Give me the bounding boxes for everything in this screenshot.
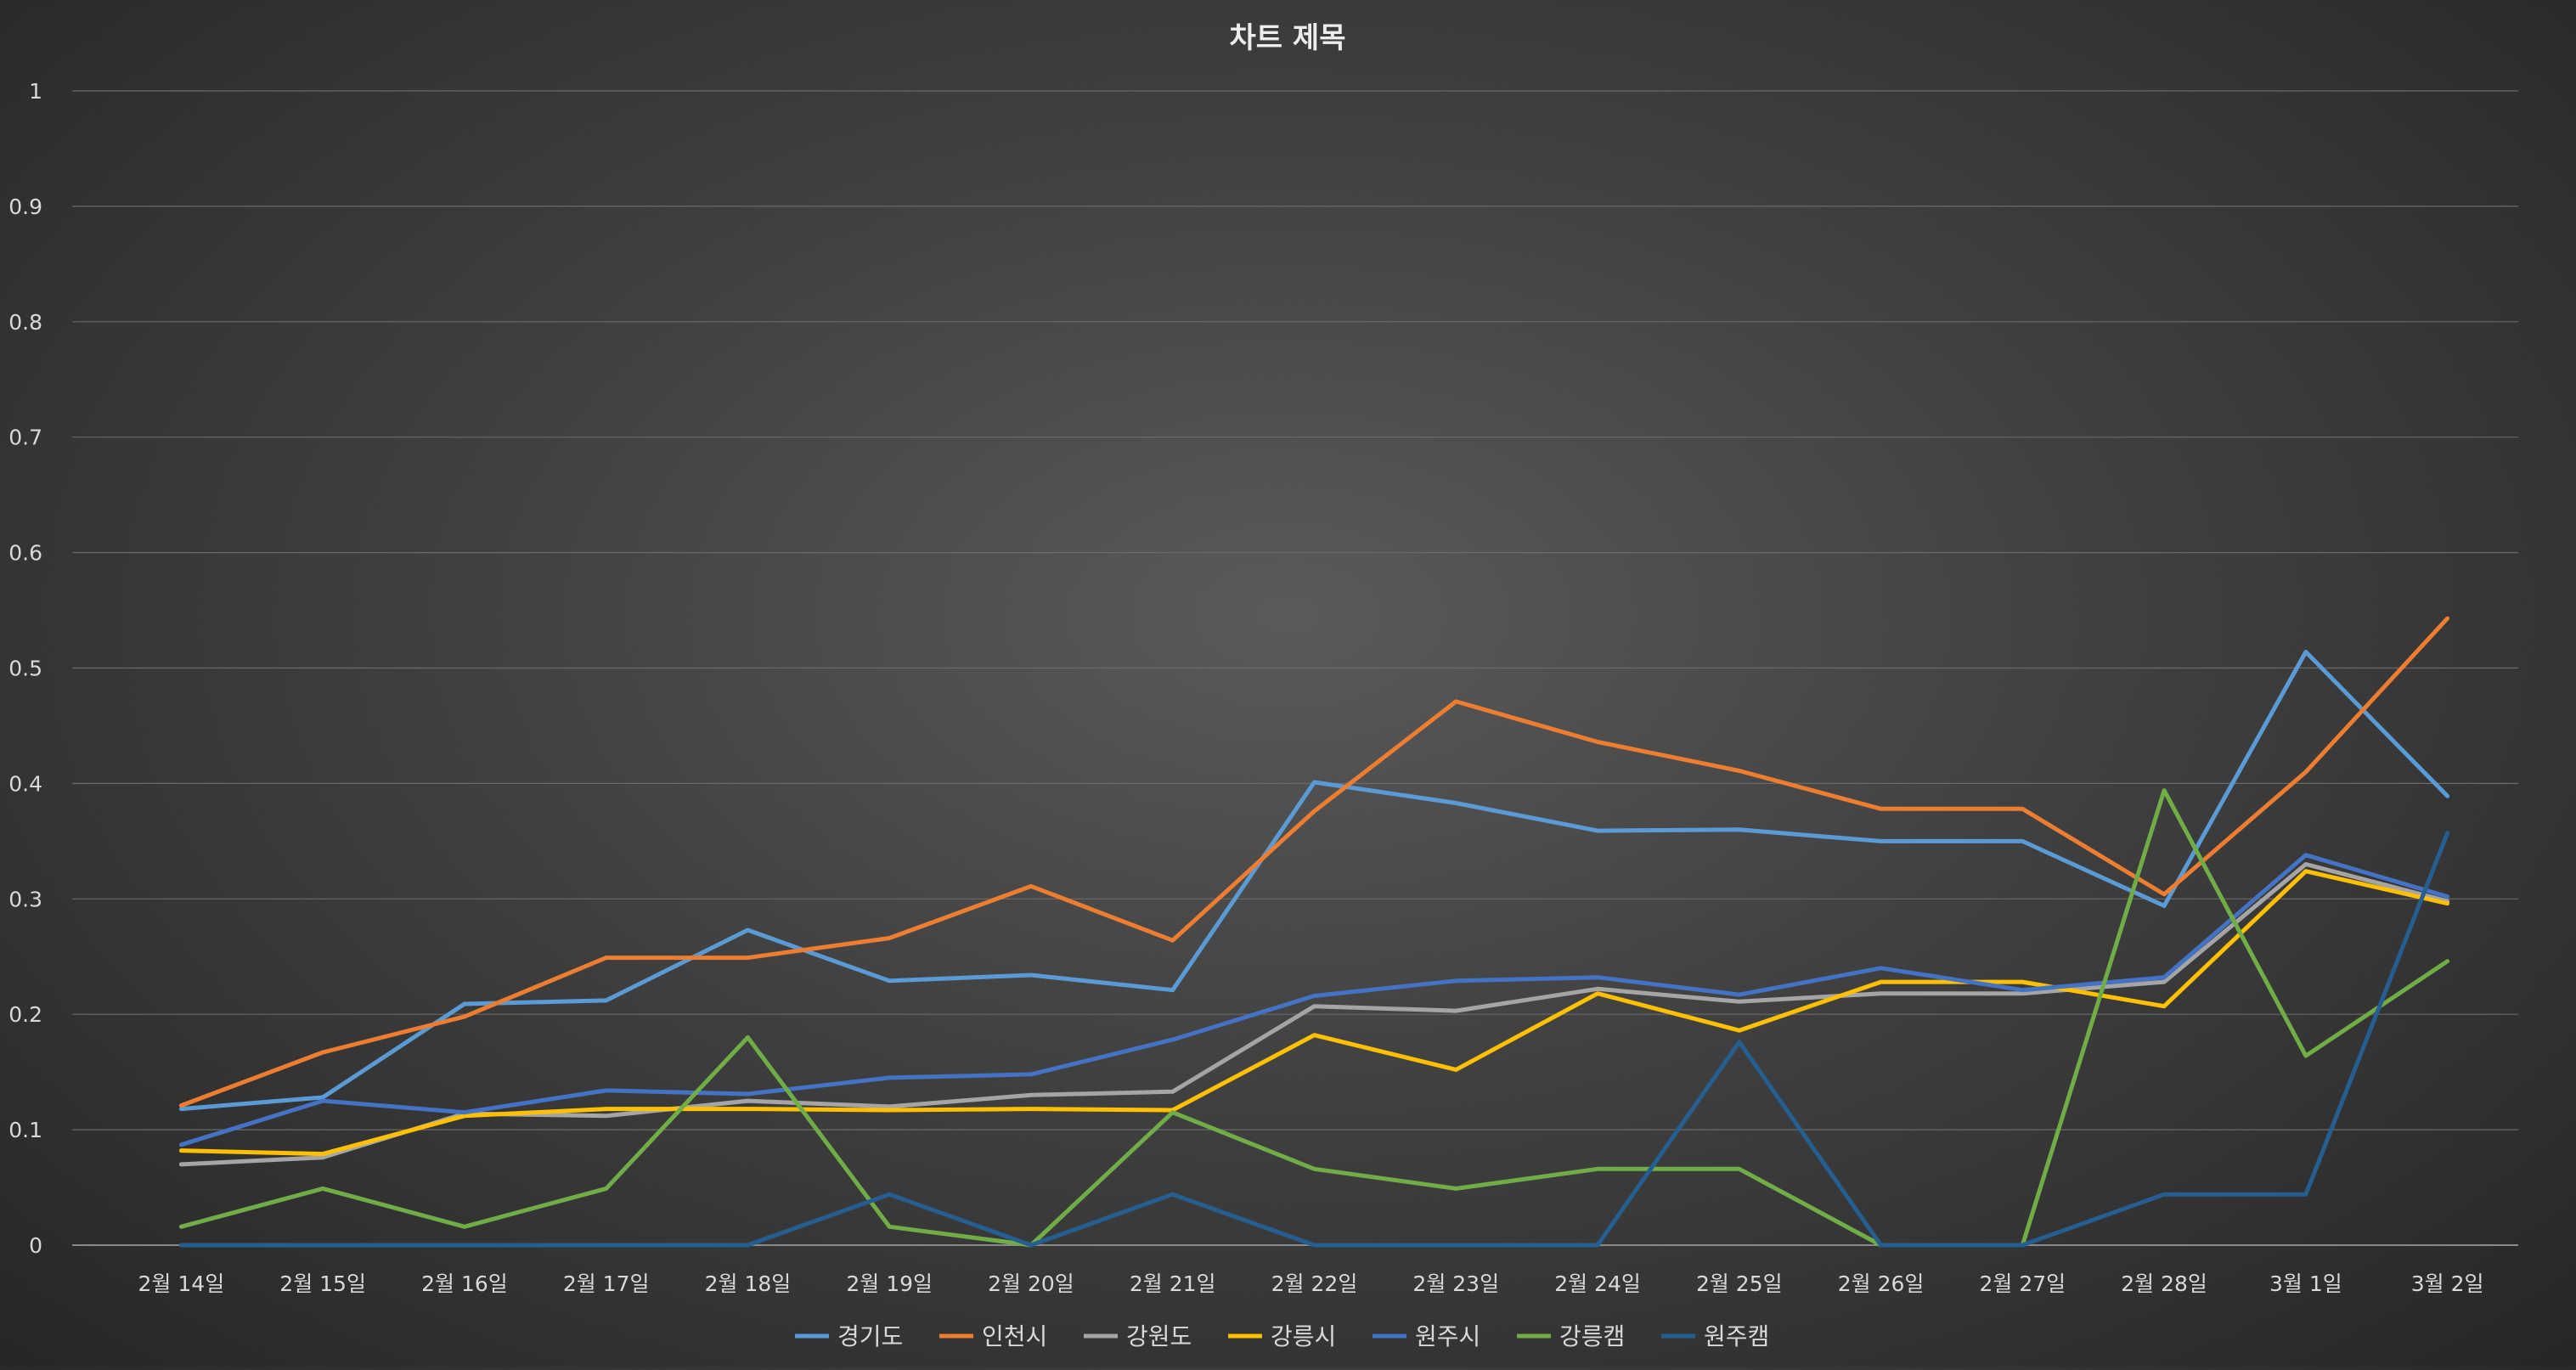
x-tick-label: 2월 25일 bbox=[1696, 1271, 1783, 1296]
legend-item: 강원도 bbox=[1084, 1322, 1192, 1350]
x-tick-label: 2월 26일 bbox=[1838, 1271, 1925, 1296]
series-line-4 bbox=[178, 869, 2450, 1157]
x-axis-tick-labels: 2월 14일 2월 15일 2월 16일 2월 17일 2월 18일 2월 19일 2월 2… bbox=[138, 1271, 2484, 1296]
x-tick-label: 2월 21일 bbox=[1130, 1271, 1216, 1296]
y-tick-label: 1 bbox=[29, 79, 42, 104]
x-tick-label: 3월 1일 bbox=[2269, 1271, 2342, 1296]
series-line-2 bbox=[178, 616, 2450, 1108]
y-tick-label: 0.4 bbox=[8, 771, 42, 796]
y-tick-label: 0.9 bbox=[8, 195, 42, 219]
y-axis-tick-labels: 0 0.1 0.2 0.3 0.4 0.5 0.6 0.7 0.8 0.9 1 bbox=[8, 79, 42, 1258]
x-tick-label: 2월 19일 bbox=[846, 1271, 933, 1296]
y-tick-label: 0.1 bbox=[8, 1118, 42, 1142]
y-tick-label: 0.7 bbox=[8, 426, 42, 450]
series-line-1 bbox=[178, 650, 2450, 1112]
y-tick-label: 0.6 bbox=[8, 541, 42, 566]
series-line-7 bbox=[178, 831, 2450, 1248]
series-lines bbox=[178, 616, 2450, 1248]
x-tick-label: 2월 16일 bbox=[421, 1271, 508, 1296]
legend-label: 강릉캠 bbox=[1559, 1322, 1625, 1350]
y-tick-label: 0.8 bbox=[8, 310, 42, 335]
x-tick-label: 2월 14일 bbox=[138, 1271, 225, 1296]
legend-label: 원주시 bbox=[1415, 1322, 1480, 1350]
legend-item: 원주캠 bbox=[1661, 1322, 1769, 1350]
legend-item: 강릉캠 bbox=[1517, 1322, 1625, 1350]
x-tick-label: 2월 18일 bbox=[705, 1271, 792, 1296]
legend-item: 원주시 bbox=[1373, 1322, 1480, 1350]
x-tick-label: 2월 28일 bbox=[2121, 1271, 2207, 1296]
x-tick-label: 3월 2일 bbox=[2411, 1271, 2484, 1296]
x-tick-label: 2월 15일 bbox=[279, 1271, 366, 1296]
x-tick-label: 2월 23일 bbox=[1412, 1271, 1499, 1296]
y-tick-label: 0 bbox=[29, 1233, 42, 1258]
legend-label: 강원도 bbox=[1126, 1322, 1192, 1350]
series-line-5 bbox=[178, 853, 2450, 1147]
legend-label: 원주캠 bbox=[1704, 1322, 1769, 1350]
legend-item: 강릉시 bbox=[1228, 1322, 1336, 1350]
legend-item: 인천시 bbox=[939, 1322, 1047, 1350]
y-tick-label: 0.2 bbox=[8, 1002, 42, 1027]
y-tick-label: 0.5 bbox=[8, 657, 42, 681]
legend-item: 경기도 bbox=[795, 1322, 903, 1350]
legend-label: 경기도 bbox=[837, 1322, 903, 1350]
legend: 경기도 인천시 강원도 강릉시 원주시 강릉캠 원주캠 bbox=[795, 1322, 1769, 1350]
legend-label: 인천시 bbox=[982, 1322, 1047, 1350]
series-line-6 bbox=[178, 788, 2450, 1248]
gridlines bbox=[72, 90, 2518, 1246]
x-tick-label: 2월 22일 bbox=[1271, 1271, 1358, 1296]
x-tick-label: 2월 27일 bbox=[1979, 1271, 2066, 1296]
legend-label: 강릉시 bbox=[1271, 1322, 1336, 1350]
chart-title: 차트 제목 bbox=[1230, 21, 1346, 55]
x-tick-label: 2월 24일 bbox=[1554, 1271, 1641, 1296]
x-tick-label: 2월 20일 bbox=[988, 1271, 1074, 1296]
y-tick-label: 0.3 bbox=[8, 887, 42, 911]
x-tick-label: 2월 17일 bbox=[563, 1271, 650, 1296]
